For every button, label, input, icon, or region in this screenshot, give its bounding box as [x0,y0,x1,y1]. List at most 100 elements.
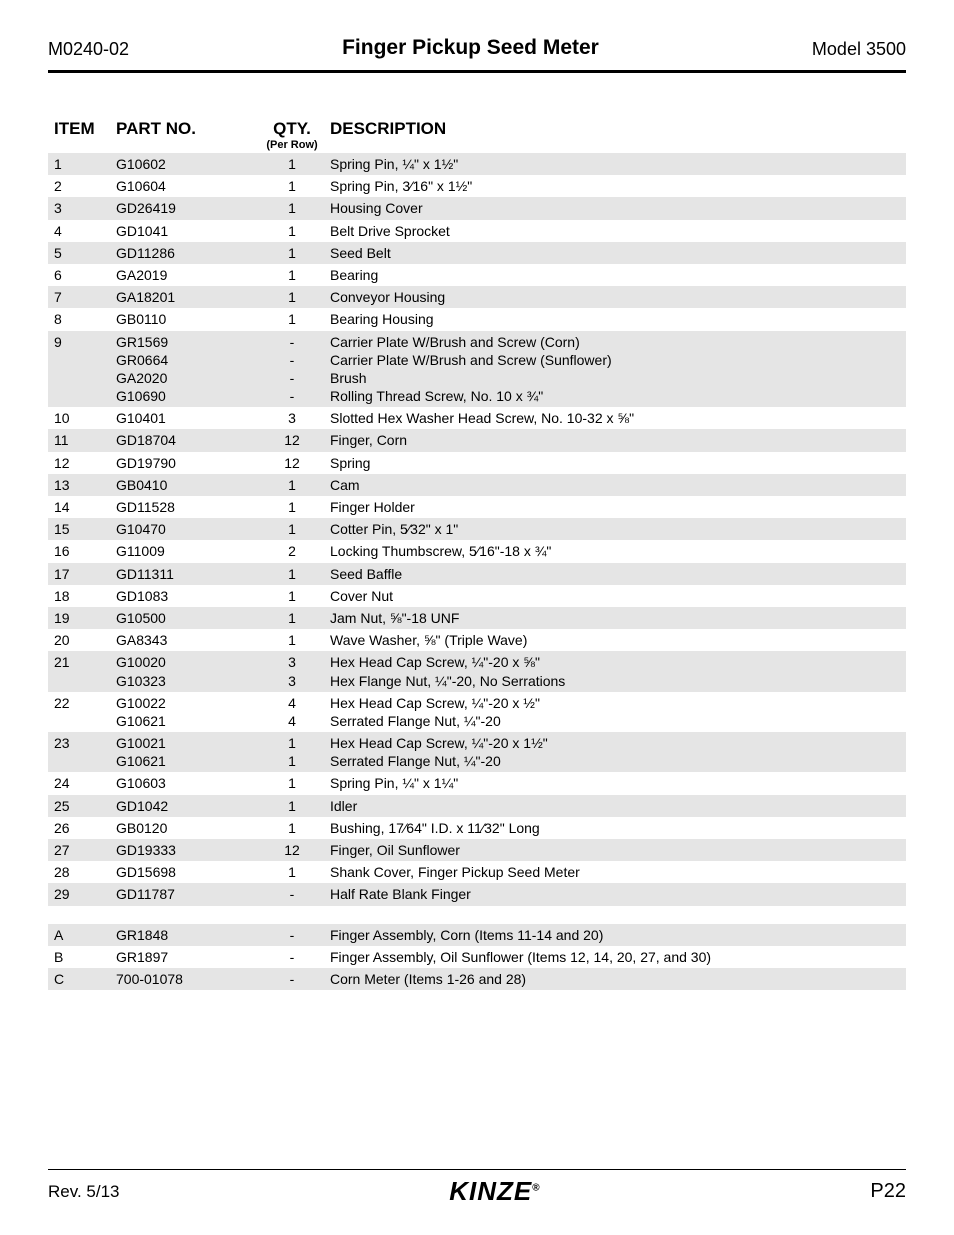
cell-item: 17 [48,563,110,585]
cell-desc: Cover Nut [324,585,906,607]
cell-desc: Spring [324,452,906,474]
cell-desc: Hex Head Cap Screw, ¼"-20 x 1½" Serrated… [324,732,906,772]
table-row: 15G104701Cotter Pin, 5⁄32" x 1" [48,518,906,540]
header-rule [48,70,906,73]
cell-part: GR1897 [110,946,260,968]
doc-code: M0240-02 [48,39,129,60]
cell-item: 27 [48,839,110,861]
cell-desc: Slotted Hex Washer Head Screw, No. 10-32… [324,407,906,429]
col-item: ITEM [48,115,110,153]
cell-desc: Finger Holder [324,496,906,518]
col-qty-sub: (Per Row) [266,139,318,151]
table-body-main: 1G106021Spring Pin, ¼" x 1½"2G106041Spri… [48,153,906,906]
table-row: 21G10020 G103233 3Hex Head Cap Screw, ¼"… [48,651,906,691]
cell-part: G10401 [110,407,260,429]
table-row: 17GD113111Seed Baffle [48,563,906,585]
table-row: 14GD115281Finger Holder [48,496,906,518]
cell-qty: - [260,946,324,968]
cell-desc: Bearing Housing [324,308,906,330]
cell-part: GD18704 [110,429,260,451]
table-row: 28GD156981Shank Cover, Finger Pickup See… [48,861,906,883]
cell-part: GB0410 [110,474,260,496]
cell-part: G10604 [110,175,260,197]
cell-desc: Spring Pin, ¼" x 1½" [324,153,906,175]
page-header: M0240-02 Finger Pickup Seed Meter Model … [48,36,906,66]
cell-qty: 1 [260,264,324,286]
cell-desc: Finger, Corn [324,429,906,451]
cell-desc: Shank Cover, Finger Pickup Seed Meter [324,861,906,883]
cell-part: G10021 G10621 [110,732,260,772]
cell-desc: Locking Thumbscrew, 5⁄16"-18 x ¾" [324,540,906,562]
cell-desc: Finger, Oil Sunflower [324,839,906,861]
cell-desc: Housing Cover [324,197,906,219]
cell-item: 24 [48,772,110,794]
table-row: 22G10022 G106214 4Hex Head Cap Screw, ¼"… [48,692,906,732]
cell-part: G10470 [110,518,260,540]
table-row: 5GD112861Seed Belt [48,242,906,264]
col-part: PART NO. [110,115,260,153]
cell-item: 20 [48,629,110,651]
cell-desc: Hex Head Cap Screw, ¼"-20 x ½" Serrated … [324,692,906,732]
cell-part: G10020 G10323 [110,651,260,691]
cell-item: A [48,924,110,946]
cell-item: 5 [48,242,110,264]
cell-desc: Cotter Pin, 5⁄32" x 1" [324,518,906,540]
cell-item: 10 [48,407,110,429]
cell-item: 13 [48,474,110,496]
cell-part: GD19333 [110,839,260,861]
cell-qty: 1 [260,197,324,219]
cell-item: 18 [48,585,110,607]
brand-logo: KINZE® [449,1176,540,1207]
cell-item: 7 [48,286,110,308]
cell-desc: Corn Meter (Items 1-26 and 28) [324,968,906,990]
cell-qty: 3 [260,407,324,429]
footer-rule [48,1169,906,1170]
cell-part: GD15698 [110,861,260,883]
cell-item: 1 [48,153,110,175]
table-row: 20GA83431Wave Washer, ⅝" (Triple Wave) [48,629,906,651]
model-label: Model 3500 [812,39,906,60]
page-number: P22 [870,1180,906,1203]
table-row: 25GD10421Idler [48,795,906,817]
cell-part: GD11311 [110,563,260,585]
cell-qty: 1 [260,518,324,540]
cell-part: GD1083 [110,585,260,607]
cell-qty: 1 [260,817,324,839]
cell-item: 9 [48,331,110,408]
table-row: 23G10021 G106211 1Hex Head Cap Screw, ¼"… [48,732,906,772]
cell-qty: - - - - [260,331,324,408]
cell-item: 19 [48,607,110,629]
cell-part: GR1569 GR0664 GA2020 G10690 [110,331,260,408]
table-row: 27GD1933312Finger, Oil Sunflower [48,839,906,861]
cell-qty: 12 [260,452,324,474]
cell-qty: 1 [260,175,324,197]
cell-part: GD11787 [110,883,260,905]
cell-qty: - [260,968,324,990]
cell-qty: 1 [260,563,324,585]
cell-item: 2 [48,175,110,197]
col-qty-main: QTY. [273,119,311,138]
table-row: 3GD264191Housing Cover [48,197,906,219]
col-desc: DESCRIPTION [324,115,906,153]
cell-desc: Spring Pin, 3⁄16" x 1½" [324,175,906,197]
cell-part: GD19790 [110,452,260,474]
parts-table-wrap: ITEM PART NO. QTY. (Per Row) DESCRIPTION… [48,115,906,990]
page-footer: Rev. 5/13 KINZE® P22 [48,1169,906,1207]
cell-part: GA8343 [110,629,260,651]
cell-item: 28 [48,861,110,883]
revision-label: Rev. 5/13 [48,1182,120,1202]
cell-qty: 12 [260,429,324,451]
table-row: 18GD10831Cover Nut [48,585,906,607]
cell-part: GB0110 [110,308,260,330]
table-row: C700-01078-Corn Meter (Items 1-26 and 28… [48,968,906,990]
cell-part: GD1041 [110,220,260,242]
cell-item: 3 [48,197,110,219]
cell-part: G10500 [110,607,260,629]
cell-part: G10603 [110,772,260,794]
cell-part: 700-01078 [110,968,260,990]
table-header: ITEM PART NO. QTY. (Per Row) DESCRIPTION [48,115,906,153]
footer-row: Rev. 5/13 KINZE® P22 [48,1176,906,1207]
page-title: Finger Pickup Seed Meter [129,36,812,60]
cell-part: GD26419 [110,197,260,219]
cell-part: GA18201 [110,286,260,308]
